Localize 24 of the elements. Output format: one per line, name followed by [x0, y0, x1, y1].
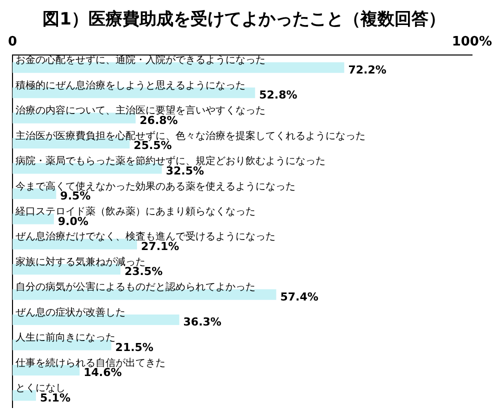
y-tick-label: 積極的にぜん息治療をしようと思えるようになった — [16, 79, 246, 92]
data-label: 57.4% — [280, 290, 318, 304]
chart-title: 図1）医療費助成を受けてよかったこと（複数回答） — [42, 10, 446, 30]
y-tick-label: 人生に前向きになった — [16, 332, 116, 344]
x-tick-label: 100% — [452, 34, 492, 50]
y-tick-label: ぜん息の症状が改善した — [16, 306, 126, 318]
y-tick-label: 病院・薬局でもらった薬を節約せずに、規定どおり飲むようになった — [16, 155, 326, 168]
data-label: 14.6% — [84, 366, 122, 380]
y-tick-label: お金の心配をせずに、通院・入院ができるようになった — [16, 54, 266, 66]
data-label: 52.8% — [259, 88, 298, 102]
y-tick-label: とくになし — [16, 382, 66, 394]
data-label: 9.5% — [60, 190, 91, 203]
y-tick-label: 経口ステロイド薬（飲み薬）にあまり頼らなくなった — [14, 205, 256, 218]
y-tick-label: 自分の病気が公害によるものだと認められてよかった — [16, 281, 256, 294]
data-label: 72.2% — [348, 63, 386, 76]
x-tick-label: 0 — [8, 34, 18, 50]
y-tick-label: 今まで高くて使えなかった効果のある薬を使えるようになった — [16, 180, 296, 192]
y-tick-label: 主治医が医療費負担を心配せずに、色々な治療を提案してくれるようになった — [16, 130, 366, 142]
data-label: 36.3% — [183, 316, 222, 329]
data-label: 9.0% — [58, 214, 88, 228]
y-tick-label: 家族に対する気兼ねが減った — [16, 256, 146, 268]
data-label: 21.5% — [115, 340, 154, 354]
data-label: 23.5% — [124, 265, 163, 278]
y-tick-label: 仕事を続けられる自信が出てきた — [16, 356, 166, 369]
